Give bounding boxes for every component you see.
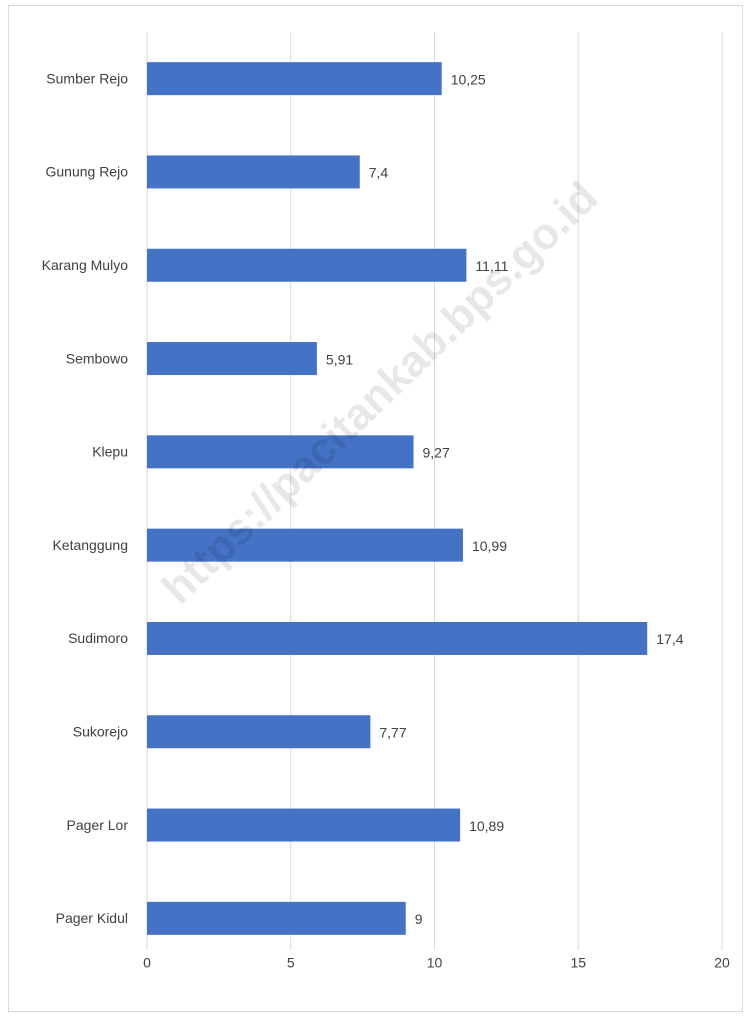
y-tick-label: Gunung Rejo (45, 164, 128, 180)
x-tick-label: 20 (714, 955, 730, 971)
bar (147, 621, 648, 655)
bar (147, 901, 406, 935)
data-label: 17,4 (656, 631, 683, 647)
data-label: 11,11 (475, 258, 508, 274)
y-tick-label: Sudimoro (68, 630, 128, 646)
x-tick-label: 10 (427, 955, 443, 971)
y-tick-label: Karang Mulyo (42, 257, 129, 273)
chart-frame (8, 5, 743, 1012)
bar (147, 715, 371, 749)
data-label: 9,27 (423, 445, 450, 461)
plot-area: 0 5 10 15 20 Sumber Rejo 10,25 Gunung Rejo 7,4 Ka… (42, 32, 730, 971)
data-label: 7,77 (379, 724, 406, 740)
data-label: 10,99 (472, 538, 507, 554)
y-tick-label: Pager Lor (67, 817, 129, 833)
bar (147, 155, 360, 189)
y-tick-label: Ketanggung (52, 537, 128, 553)
bar (147, 342, 317, 376)
y-tick-label: Sukorejo (73, 723, 128, 739)
x-tick-label: 5 (287, 955, 295, 971)
data-label: 5,91 (326, 351, 353, 367)
y-tick-label: Sembowo (66, 350, 128, 366)
data-label: 10,25 (451, 71, 486, 87)
x-tick-label: 0 (143, 955, 151, 971)
bar (147, 435, 414, 469)
data-label: 9 (415, 911, 423, 927)
bar (147, 62, 442, 96)
bar (147, 248, 467, 282)
data-label: 7,4 (369, 165, 389, 181)
y-tick-label: Klepu (92, 444, 128, 460)
x-tick-label: 15 (570, 955, 586, 971)
data-label: 10,89 (469, 818, 504, 834)
bar (147, 528, 463, 562)
y-tick-label: Pager Kidul (56, 910, 128, 926)
y-tick-label: Sumber Rejo (46, 70, 128, 86)
bar (147, 808, 461, 842)
